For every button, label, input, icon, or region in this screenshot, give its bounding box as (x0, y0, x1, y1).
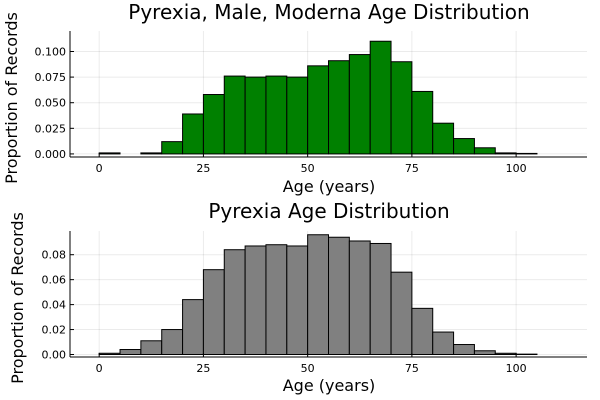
bar (432, 122, 455, 155)
x-tick-label: 0 (96, 362, 103, 375)
axes (69, 31, 587, 158)
bar (202, 94, 225, 155)
bars (98, 40, 538, 155)
x-tick-label: 25 (196, 162, 210, 175)
x-tick-label: 100 (506, 362, 527, 375)
x-tick-label: 25 (196, 362, 210, 375)
x-tick-label: 50 (301, 162, 315, 175)
bars (98, 234, 538, 356)
bar (223, 249, 246, 356)
bar (244, 245, 267, 356)
bar (307, 234, 330, 356)
bar (265, 75, 288, 155)
bar (494, 152, 517, 155)
bar (369, 40, 392, 155)
bar (244, 76, 267, 155)
bar (411, 307, 434, 356)
y-tick-label: 0.02 (42, 324, 67, 337)
y-tick-label: 0.04 (42, 299, 67, 312)
bar (182, 299, 204, 356)
bar (411, 90, 434, 155)
y-axis-label: Proportion of Records (2, 12, 21, 184)
y-tick-label: 0.000 (35, 148, 67, 161)
x-ticks: 0 25 50 75 100 (96, 353, 527, 375)
chart-panel-all: Pyrexia Age Distribution Proportion of R… (8, 199, 587, 395)
x-axis-label: Age (years) (283, 376, 376, 395)
bar (432, 331, 455, 356)
bar (161, 141, 184, 155)
bar (328, 60, 350, 155)
bar (140, 340, 163, 356)
bar (390, 61, 413, 155)
bar (453, 138, 475, 155)
bar (473, 350, 496, 356)
bar (515, 152, 538, 155)
bar (369, 242, 392, 356)
axes (69, 231, 587, 358)
bar (265, 244, 288, 356)
bar (119, 349, 142, 356)
bar (286, 245, 309, 356)
chart-panel-moderna-male: Pyrexia, Male, Moderna Age Distribution … (2, 0, 587, 196)
bar (182, 113, 204, 155)
y-tick-label: 0.00 (42, 349, 67, 362)
bar (202, 269, 225, 356)
bar (286, 76, 309, 155)
chart-title: Pyrexia, Male, Moderna Age Distribution (128, 0, 529, 24)
x-tick-label: 0 (96, 162, 103, 175)
bar (98, 352, 121, 356)
y-tick-label: 0.08 (42, 249, 67, 262)
y-axis-label: Proportion of Records (8, 212, 27, 384)
bar (348, 240, 371, 356)
bar (494, 352, 517, 356)
bar (390, 271, 413, 356)
x-tick-label: 75 (405, 162, 419, 175)
y-ticks: 0.00 0.02 0.04 0.06 0.08 (42, 249, 74, 362)
y-ticks: 0.000 0.025 0.050 0.075 0.100 (35, 45, 74, 161)
bar (473, 147, 496, 155)
x-tick-label: 50 (301, 362, 315, 375)
bar (348, 54, 371, 155)
bar (307, 65, 330, 155)
x-ticks: 0 25 50 75 100 (96, 153, 527, 175)
y-tick-label: 0.025 (35, 122, 67, 135)
bar (98, 152, 121, 155)
y-tick-label: 0.075 (35, 71, 67, 84)
bar (140, 152, 163, 155)
bar (223, 75, 246, 155)
x-tick-label: 75 (405, 362, 419, 375)
bar (328, 236, 350, 356)
bar (453, 344, 475, 356)
bar (161, 329, 184, 356)
y-tick-label: 0.050 (35, 97, 67, 110)
x-axis-label: Age (years) (283, 177, 376, 196)
y-tick-label: 0.06 (42, 274, 67, 287)
chart-title: Pyrexia Age Distribution (208, 199, 449, 223)
x-tick-label: 100 (506, 162, 527, 175)
y-tick-label: 0.100 (35, 45, 67, 58)
